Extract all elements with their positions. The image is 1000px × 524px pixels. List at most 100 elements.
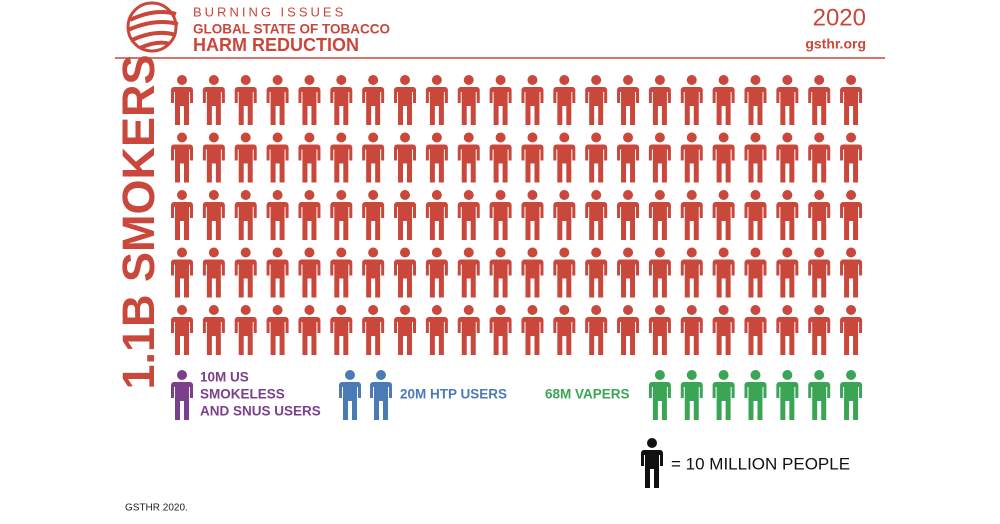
site: gsthr.org bbox=[805, 36, 866, 52]
person-icon bbox=[648, 132, 671, 183]
person-icon bbox=[298, 247, 321, 298]
person-icon bbox=[776, 190, 799, 240]
person-icon bbox=[330, 75, 353, 125]
person-icon bbox=[585, 247, 608, 298]
header-line2: GLOBAL STATE OF TOBACCO bbox=[193, 22, 390, 37]
person-icon bbox=[712, 132, 735, 183]
person-icon bbox=[298, 132, 321, 183]
footer: GSTHR 2020. bbox=[125, 503, 188, 514]
person-icon bbox=[457, 190, 480, 240]
person-icon bbox=[808, 190, 831, 240]
person-icon bbox=[808, 370, 831, 420]
person-icon bbox=[808, 75, 831, 125]
person-icon bbox=[776, 247, 799, 298]
person-icon bbox=[489, 190, 512, 240]
person-icon bbox=[680, 305, 703, 355]
person-icon bbox=[298, 75, 321, 125]
person-icon bbox=[266, 132, 289, 183]
person-icon bbox=[712, 75, 735, 125]
group-label: AND SNUS USERS bbox=[200, 404, 321, 419]
person-icon bbox=[648, 370, 671, 420]
person-icon bbox=[521, 190, 544, 240]
person-icon bbox=[425, 190, 448, 240]
person-icon bbox=[339, 370, 361, 420]
person-icon bbox=[330, 247, 353, 298]
person-icon bbox=[648, 190, 671, 240]
person-icon bbox=[680, 247, 703, 298]
person-icon bbox=[744, 132, 767, 183]
person-icon bbox=[680, 190, 703, 240]
person-icon bbox=[585, 132, 608, 183]
person-icon bbox=[840, 75, 863, 125]
person-icon bbox=[394, 190, 417, 240]
person-icon bbox=[394, 247, 417, 298]
person-icon bbox=[521, 75, 544, 125]
person-icon bbox=[712, 247, 735, 298]
person-icon bbox=[298, 190, 321, 240]
person-icon bbox=[712, 305, 735, 355]
person-icon bbox=[585, 75, 608, 125]
person-icon bbox=[202, 132, 225, 183]
person-icon bbox=[171, 190, 193, 240]
person-icon bbox=[744, 75, 767, 125]
person-icon bbox=[521, 247, 544, 298]
person-icon bbox=[712, 370, 735, 420]
person-icon bbox=[840, 370, 863, 420]
group-label: 10M US bbox=[200, 370, 249, 385]
person-icon bbox=[553, 190, 576, 240]
person-icon bbox=[266, 247, 289, 298]
person-icon bbox=[712, 190, 735, 240]
person-icon bbox=[425, 75, 448, 125]
year: 2020 bbox=[813, 4, 866, 31]
person-icon bbox=[808, 305, 831, 355]
person-icon bbox=[370, 370, 392, 420]
person-icon bbox=[617, 132, 640, 183]
person-icon bbox=[457, 132, 480, 183]
person-icon bbox=[648, 305, 671, 355]
person-icon bbox=[202, 247, 225, 298]
person-icon bbox=[840, 132, 863, 183]
group-label: SMOKELESS bbox=[200, 387, 285, 402]
person-icon bbox=[362, 190, 385, 240]
header-line3: HARM REDUCTION bbox=[193, 35, 359, 55]
person-icon bbox=[171, 132, 193, 183]
person-icon bbox=[521, 132, 544, 183]
person-icon bbox=[330, 305, 353, 355]
person-icon bbox=[266, 75, 289, 125]
person-icon bbox=[457, 247, 480, 298]
person-icon bbox=[489, 305, 512, 355]
person-icon bbox=[457, 75, 480, 125]
person-icon bbox=[234, 247, 257, 298]
person-icon bbox=[680, 132, 703, 183]
person-icon bbox=[330, 132, 353, 183]
logo bbox=[126, 1, 179, 53]
person-icon bbox=[776, 75, 799, 125]
person-icon bbox=[362, 132, 385, 183]
person-icon bbox=[171, 370, 193, 420]
person-icon bbox=[744, 370, 767, 420]
person-icon bbox=[521, 305, 544, 355]
person-icon bbox=[680, 75, 703, 125]
person-icon bbox=[394, 75, 417, 125]
person-icon bbox=[298, 305, 321, 355]
person-icon bbox=[330, 190, 353, 240]
person-icon bbox=[553, 305, 576, 355]
person-icon bbox=[234, 75, 257, 125]
person-icon bbox=[457, 305, 480, 355]
person-icon bbox=[234, 190, 257, 240]
person-icon bbox=[553, 132, 576, 183]
person-icon bbox=[362, 247, 385, 298]
person-icon bbox=[585, 305, 608, 355]
person-icon bbox=[171, 247, 193, 298]
person-icon bbox=[641, 438, 663, 488]
person-icon bbox=[840, 305, 863, 355]
person-icon bbox=[776, 305, 799, 355]
group-label: 68M VAPERS bbox=[545, 387, 630, 402]
person-icon bbox=[808, 132, 831, 183]
person-icon bbox=[585, 190, 608, 240]
person-icon bbox=[617, 190, 640, 240]
person-icon bbox=[202, 75, 225, 125]
person-icon bbox=[648, 75, 671, 125]
person-icon bbox=[362, 305, 385, 355]
person-icon bbox=[202, 190, 225, 240]
